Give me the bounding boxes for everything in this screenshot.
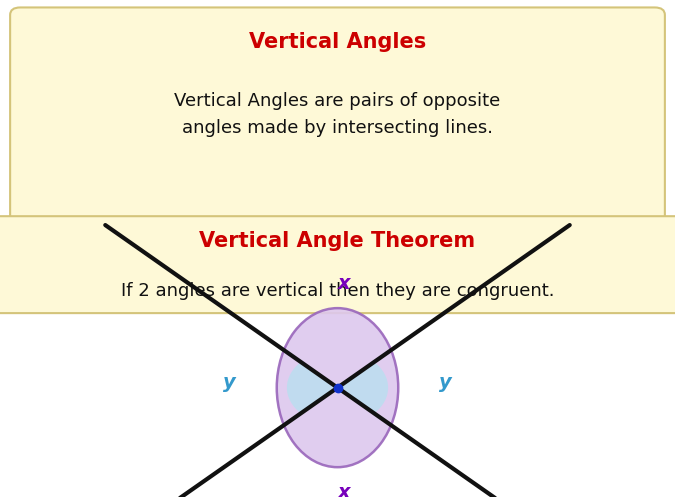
Text: Vertical Angles: Vertical Angles [249,32,426,52]
Wedge shape [338,362,388,414]
FancyBboxPatch shape [0,216,675,313]
Text: y: y [223,373,236,392]
Text: x: x [338,483,350,497]
Text: Vertical Angle Theorem: Vertical Angle Theorem [199,231,476,251]
Text: Vertical Angles are pairs of opposite
angles made by intersecting lines.: Vertical Angles are pairs of opposite an… [174,92,501,137]
Text: y: y [439,373,452,392]
Ellipse shape [277,308,398,467]
Text: x: x [338,274,350,293]
Wedge shape [287,362,338,414]
Text: If 2 angles are vertical then they are congruent.: If 2 angles are vertical then they are c… [121,282,554,300]
FancyBboxPatch shape [10,7,665,244]
